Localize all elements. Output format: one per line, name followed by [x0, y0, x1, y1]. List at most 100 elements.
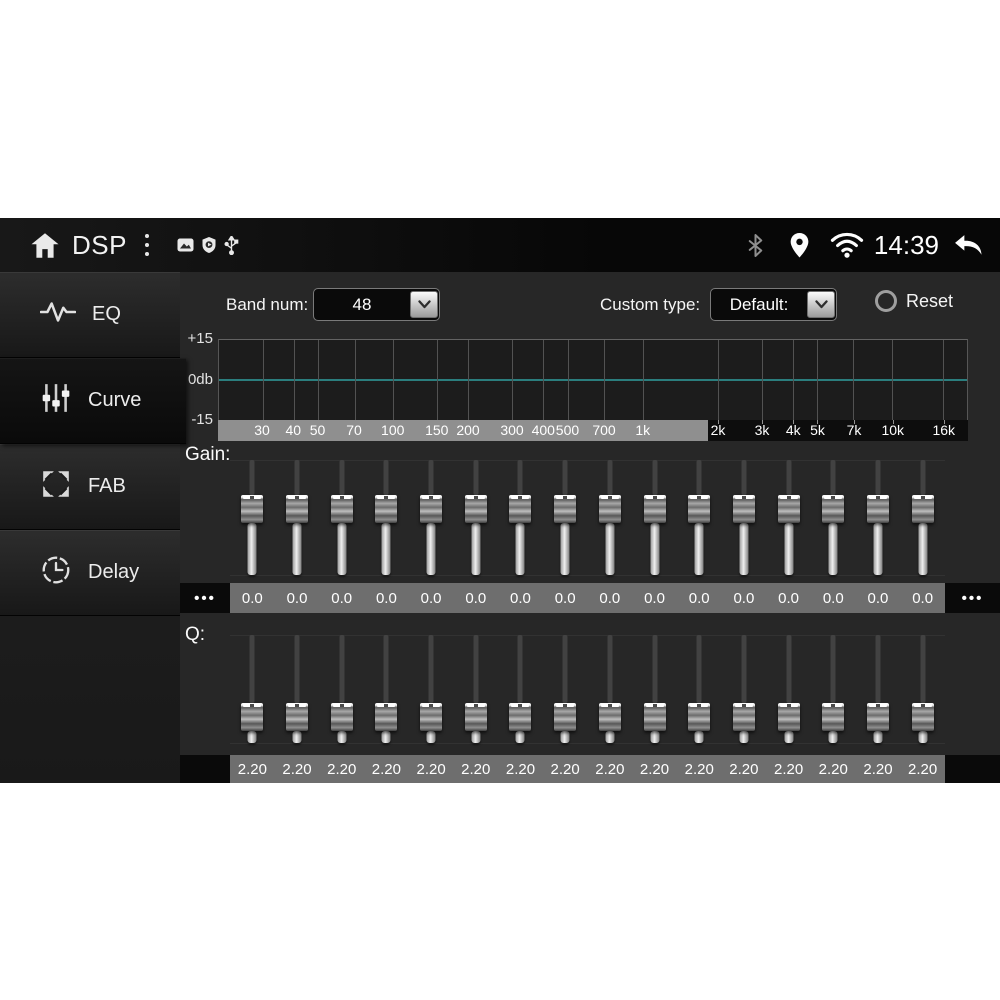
slider-thumb[interactable]: [509, 703, 532, 731]
slider-thumb[interactable]: [822, 495, 845, 523]
eq-curve-plot[interactable]: [218, 339, 968, 420]
q-slider[interactable]: [319, 632, 364, 755]
q-slider[interactable]: [453, 632, 498, 755]
gain-slider[interactable]: [677, 456, 722, 583]
slider-thumb[interactable]: [643, 703, 666, 731]
gain-slider[interactable]: [275, 456, 320, 583]
slider-thumb[interactable]: [866, 495, 889, 523]
slider-thumb[interactable]: [822, 703, 845, 731]
q-slider[interactable]: [230, 632, 275, 755]
overflow-menu-icon[interactable]: [144, 234, 149, 256]
slider-thumb[interactable]: [688, 703, 711, 731]
sidebar-item-fab[interactable]: FAB: [0, 444, 180, 530]
gridline: [543, 340, 545, 420]
bluetooth-icon[interactable]: [747, 233, 764, 257]
q-slider[interactable]: [409, 632, 454, 755]
custom-type-dropdown[interactable]: Default:: [710, 288, 837, 321]
q-sliders: [230, 632, 945, 755]
slider-thumb[interactable]: [464, 495, 487, 523]
y-axis-label-top: +15: [187, 330, 213, 347]
chevron-down-icon[interactable]: [410, 291, 438, 318]
back-icon[interactable]: [953, 233, 984, 258]
gain-slider[interactable]: [900, 456, 945, 583]
q-slider[interactable]: [722, 632, 767, 755]
gain-slider[interactable]: [230, 456, 275, 583]
gain-values: 0.0 0.0 0.0 0.0 0.0 0.0 0.0 0.0 0.0 0.0 0.0 0.0 0.0 0…: [230, 583, 945, 613]
q-slider[interactable]: [588, 632, 633, 755]
usb-icon: [224, 235, 239, 255]
q-slider[interactable]: [275, 632, 320, 755]
slider-thumb[interactable]: [777, 703, 800, 731]
q-slider[interactable]: [632, 632, 677, 755]
slider-thumb[interactable]: [375, 703, 398, 731]
gridline: [717, 340, 719, 420]
gain-slider[interactable]: [811, 456, 856, 583]
slider-thumb[interactable]: [554, 703, 577, 731]
chevron-down-icon[interactable]: [807, 291, 835, 318]
gain-slider[interactable]: [453, 456, 498, 583]
location-icon[interactable]: [790, 232, 809, 258]
gain-slider[interactable]: [632, 456, 677, 583]
slider-thumb[interactable]: [598, 495, 621, 523]
gain-slider[interactable]: [722, 456, 767, 583]
sidebar-item-curve[interactable]: Curve: [0, 358, 186, 444]
frequency-axis[interactable]: 30 40 50 70 100 150 200 300 400 500 700 1k 2k 3k 4k 5k 7…: [218, 420, 968, 441]
freq-tick-label: 5k: [810, 422, 825, 438]
q-slider[interactable]: [856, 632, 901, 755]
slider-thumb[interactable]: [464, 703, 487, 731]
gain-slider[interactable]: [766, 456, 811, 583]
gain-slider[interactable]: [319, 456, 364, 583]
slider-thumb[interactable]: [420, 495, 443, 523]
gain-slider[interactable]: [364, 456, 409, 583]
sidebar-item-label: Delay: [88, 561, 140, 583]
sidebar-item-delay[interactable]: Delay: [0, 530, 180, 616]
sidebar-item-eq[interactable]: EQ: [0, 272, 180, 358]
q-values: 2.20 2.20 2.20 2.20 2.20 2.20 2.20 2.20 2.20 2.20…: [230, 755, 945, 783]
gain-value: 0.0: [644, 589, 665, 607]
scroll-left-button[interactable]: •••: [180, 583, 230, 613]
scroll-right-button[interactable]: •••: [945, 583, 1000, 613]
slider-thumb[interactable]: [286, 703, 309, 731]
q-slider[interactable]: [766, 632, 811, 755]
frequency-axis-highlight: [218, 420, 708, 441]
q-slider[interactable]: [498, 632, 543, 755]
slider-thumb[interactable]: [866, 703, 889, 731]
gain-label: Gain:: [185, 444, 231, 465]
gain-value: 0.0: [286, 589, 308, 607]
slider-thumb[interactable]: [911, 703, 934, 731]
slider-thumb[interactable]: [241, 703, 264, 731]
band-num-dropdown[interactable]: 48: [313, 288, 440, 321]
slider-track-lower: [694, 731, 704, 743]
slider-thumb[interactable]: [643, 495, 666, 523]
slider-thumb[interactable]: [688, 495, 711, 523]
slider-thumb[interactable]: [554, 495, 577, 523]
slider-thumb[interactable]: [330, 703, 353, 731]
slider-thumb[interactable]: [420, 703, 443, 731]
q-slider[interactable]: [811, 632, 856, 755]
freq-tick-label: 10k: [881, 422, 905, 438]
slider-thumb[interactable]: [598, 703, 621, 731]
wifi-icon[interactable]: [829, 232, 865, 258]
slider-thumb[interactable]: [241, 495, 264, 523]
slider-thumb[interactable]: [911, 495, 934, 523]
slider-thumb[interactable]: [777, 495, 800, 523]
slider-thumb[interactable]: [509, 495, 532, 523]
gain-slider[interactable]: [856, 456, 901, 583]
dsp-screen: DSP 14:39: [0, 218, 1000, 783]
slider-thumb[interactable]: [732, 495, 755, 523]
home-icon[interactable]: [30, 232, 60, 259]
slider-thumb[interactable]: [330, 495, 353, 523]
slider-thumb[interactable]: [286, 495, 309, 523]
gain-slider[interactable]: [498, 456, 543, 583]
slider-thumb[interactable]: [375, 495, 398, 523]
q-slider[interactable]: [364, 632, 409, 755]
gain-slider[interactable]: [543, 456, 588, 583]
gain-slider[interactable]: [409, 456, 454, 583]
slider-track-upper: [517, 460, 523, 495]
q-slider[interactable]: [677, 632, 722, 755]
gain-slider[interactable]: [588, 456, 633, 583]
q-slider[interactable]: [900, 632, 945, 755]
reset-button[interactable]: Reset: [875, 290, 953, 312]
q-slider[interactable]: [543, 632, 588, 755]
slider-thumb[interactable]: [732, 703, 755, 731]
